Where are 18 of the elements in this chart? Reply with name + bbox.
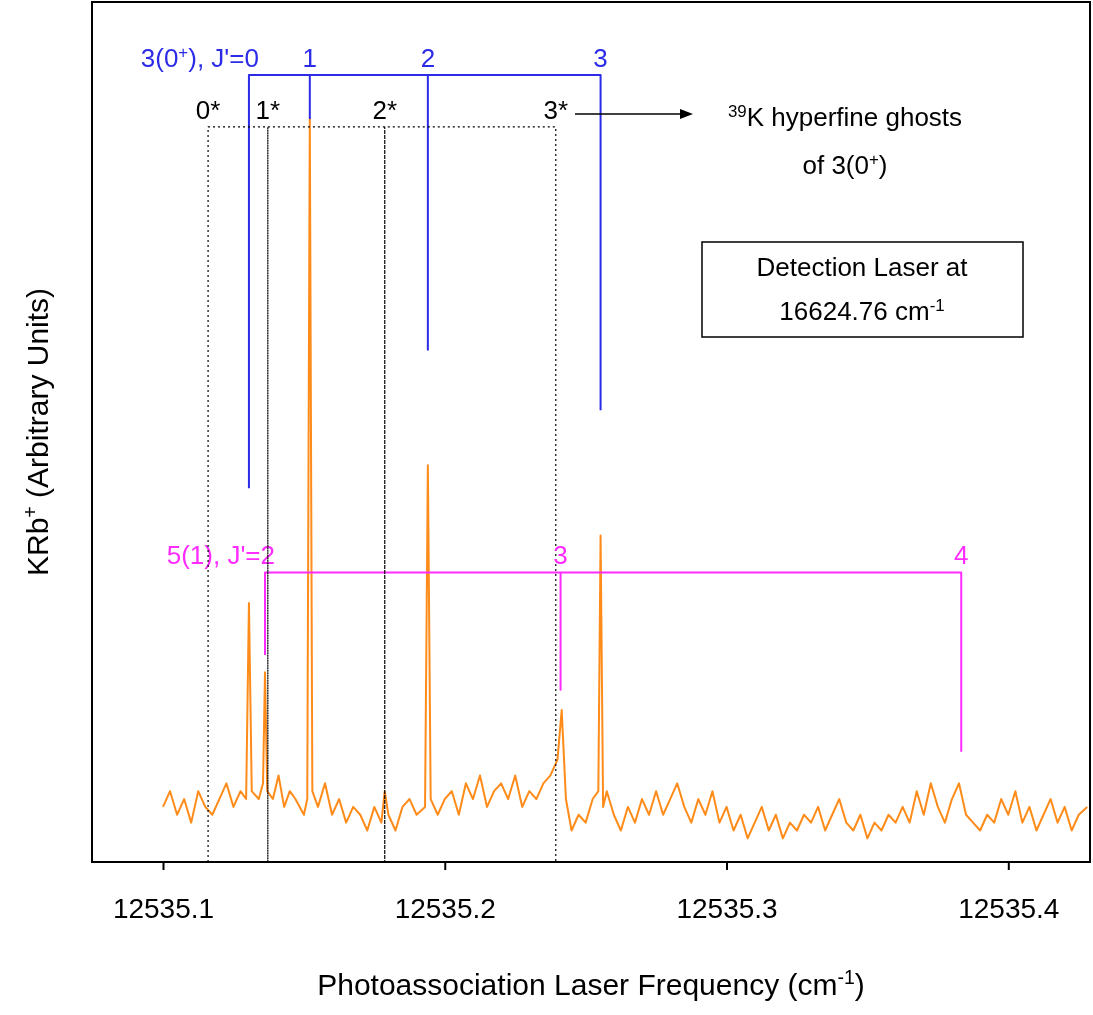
annotation: 2* (372, 94, 398, 125)
x-tick-label: 12535.1 (112, 892, 215, 924)
x-tick-label: 12535.2 (394, 892, 496, 924)
x-tick-label: 12535.4 (958, 892, 1060, 924)
annotation: 3 (553, 540, 568, 571)
annotation: 1* (255, 94, 281, 125)
annotation: 4 (954, 540, 969, 571)
annotation: Detection Laser at 16624.76 cm$^{-1}$ (756, 252, 969, 326)
annotation: 0* (195, 94, 221, 125)
annotation: 2 (420, 43, 436, 73)
x-tick-label: 12535.3 (676, 892, 778, 924)
series-label: 5(1), J'=2 (166, 540, 275, 571)
series-label: 3(0$^{+}$), J'=0 (140, 42, 259, 73)
annotation: 1 (302, 43, 318, 73)
annotation: 3* (543, 94, 569, 125)
annotation: $^{39}$K hyperfine ghosts of 3(0$^{+}$) (727, 101, 963, 180)
x-axis-title: Photoassociation Laser Frequency (cm$^{-1}$) (317, 966, 865, 1001)
annotation: 3 (593, 43, 608, 73)
